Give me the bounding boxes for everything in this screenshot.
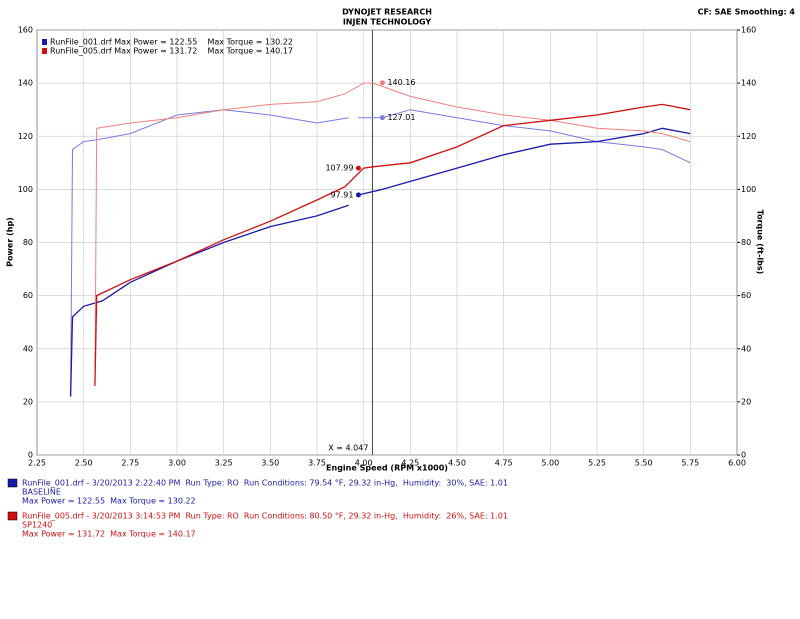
point-marker bbox=[379, 115, 385, 121]
legend-swatch bbox=[42, 48, 47, 54]
legend-entry: RunFile_005.drf Max Power = 131.72 Max T… bbox=[50, 47, 293, 56]
run-info: BASELINE bbox=[22, 488, 61, 497]
point-marker bbox=[379, 80, 385, 86]
run-info: Max Power = 131.72 Max Torque = 140.17 bbox=[22, 530, 196, 539]
y-tick-label: 140 bbox=[18, 79, 33, 88]
y-tick-label: 40 bbox=[23, 344, 33, 353]
y-tick-label: 160 bbox=[18, 26, 33, 35]
x-tick-label: 5.00 bbox=[541, 459, 559, 468]
y2-tick-label: 0 bbox=[741, 451, 746, 460]
chart-title: DYNOJET RESEARCH bbox=[342, 8, 432, 17]
x-tick-label: 5.25 bbox=[588, 459, 606, 468]
point-label: 97.91 bbox=[331, 190, 354, 199]
x-tick-label: 2.25 bbox=[28, 459, 46, 468]
power-line bbox=[69, 127, 691, 397]
x-tick-label: 6.00 bbox=[728, 459, 746, 468]
point-label: 140.16 bbox=[387, 78, 415, 87]
torque-line bbox=[70, 109, 691, 397]
cursor-label: X = 4.047 bbox=[328, 444, 368, 453]
torque-line bbox=[94, 82, 691, 386]
x-tick-label: 5.75 bbox=[681, 459, 699, 468]
y2-axis-label: Torque (ft-lbs) bbox=[756, 210, 765, 275]
run-icon bbox=[7, 511, 18, 521]
x-tick-label: 4.50 bbox=[448, 459, 466, 468]
x-axis-label: Engine Speed (RPM x1000) bbox=[326, 464, 448, 473]
run-info: RunFile_001.drf - 3/20/2013 2:22:40 PM R… bbox=[22, 479, 508, 488]
x-tick-label: 3.25 bbox=[215, 459, 233, 468]
x-tick-label: 3.00 bbox=[168, 459, 186, 468]
y2-tick-label: 140 bbox=[741, 79, 756, 88]
y-tick-label: 120 bbox=[18, 132, 33, 141]
y-tick-label: 100 bbox=[18, 185, 33, 194]
run-icon bbox=[7, 478, 18, 488]
y-tick-label: 0 bbox=[28, 451, 33, 460]
x-tick-label: 3.75 bbox=[308, 459, 326, 468]
y2-tick-label: 60 bbox=[741, 291, 751, 300]
y2-tick-label: 120 bbox=[741, 132, 756, 141]
y-tick-label: 20 bbox=[23, 397, 33, 406]
y-axis-label: Power (hp) bbox=[6, 217, 15, 267]
run-info: Max Power = 122.55 Max Torque = 130.22 bbox=[22, 497, 196, 506]
y-tick-label: 60 bbox=[23, 291, 33, 300]
x-tick-label: 4.25 bbox=[401, 459, 419, 468]
x-tick-label: 4.00 bbox=[355, 459, 373, 468]
point-label: 127.01 bbox=[387, 113, 415, 122]
y2-tick-label: 40 bbox=[741, 344, 751, 353]
point-marker bbox=[355, 192, 361, 198]
y2-tick-label: 80 bbox=[741, 238, 751, 247]
y-tick-label: 80 bbox=[23, 238, 33, 247]
x-tick-label: 5.50 bbox=[635, 459, 653, 468]
chart-subtitle: INJEN TECHNOLOGY bbox=[343, 18, 432, 27]
y2-tick-label: 160 bbox=[741, 26, 756, 35]
run-info: SP1240 bbox=[22, 521, 52, 530]
legend-entry: RunFile_001.drf Max Power = 122.55 Max T… bbox=[50, 38, 293, 47]
y2-tick-label: 20 bbox=[741, 397, 751, 406]
x-tick-label: 2.50 bbox=[75, 459, 93, 468]
y2-tick-label: 100 bbox=[741, 185, 756, 194]
x-tick-label: 3.50 bbox=[261, 459, 279, 468]
point-marker bbox=[355, 165, 361, 171]
settings: CF: SAE Smoothing: 4 bbox=[698, 8, 796, 17]
legend-swatch bbox=[42, 39, 47, 45]
x-tick-label: 2.75 bbox=[121, 459, 139, 468]
point-label: 107.99 bbox=[325, 164, 353, 173]
x-tick-label: 4.75 bbox=[495, 459, 513, 468]
power-line bbox=[94, 103, 691, 386]
run-info: RunFile_005.drf - 3/20/2013 3:14:53 PM R… bbox=[22, 512, 508, 521]
